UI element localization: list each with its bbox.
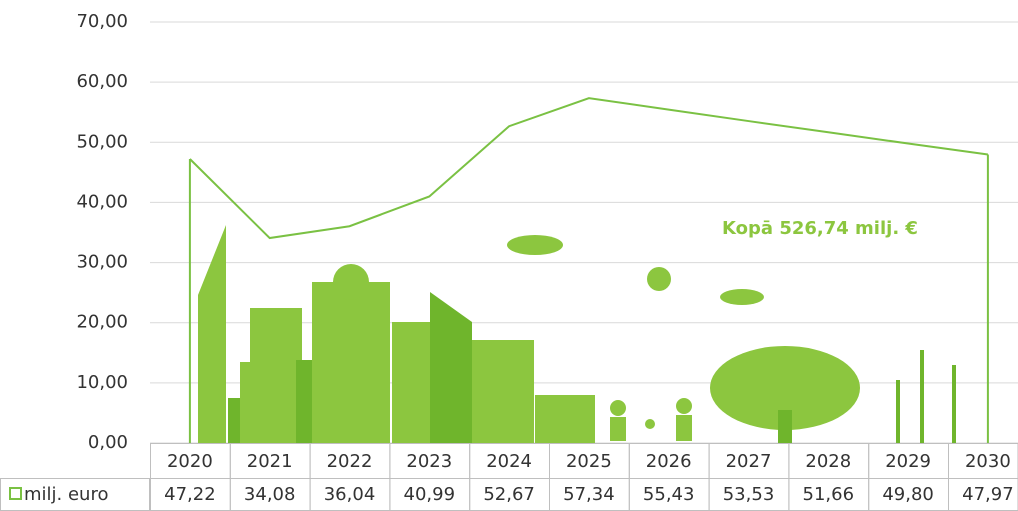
annotation: Kopā 526,74 milj. € xyxy=(722,218,918,239)
data-label: 40,99 xyxy=(404,484,456,505)
x-tick-label: 2027 xyxy=(726,451,772,472)
y-tick-label: 70,00 xyxy=(76,11,128,32)
data-label: 52,67 xyxy=(483,484,535,505)
y-tick-label: 10,00 xyxy=(76,372,128,393)
y-tick-label: 30,00 xyxy=(76,252,128,273)
x-tick-label: 2021 xyxy=(247,451,293,472)
x-tick-label: 2022 xyxy=(327,451,373,472)
x-tick-label: 2030 xyxy=(965,451,1011,472)
y-tick-label: 60,00 xyxy=(76,71,128,92)
illustration xyxy=(198,225,956,443)
x-tick-label: 2025 xyxy=(566,451,612,472)
x-tick-label: 2020 xyxy=(167,451,213,472)
y-tick-label: 20,00 xyxy=(76,312,128,333)
y-tick-label: 50,00 xyxy=(76,131,128,152)
data-label: 47,97 xyxy=(962,484,1014,505)
data-label: 49,80 xyxy=(882,484,934,505)
data-label: 51,66 xyxy=(803,484,855,505)
chart: Kopā 526,74 milj. € milj. euro 0,00 10,00… xyxy=(0,0,1018,511)
data-label: 34,08 xyxy=(244,484,296,505)
y-tick-label: 40,00 xyxy=(76,191,128,212)
legend-label: milj. euro xyxy=(24,484,108,505)
x-tick-label: 2024 xyxy=(486,451,532,472)
data-label: 53,53 xyxy=(723,484,775,505)
y-tick-label: 0,00 xyxy=(88,432,128,453)
data-label: 55,43 xyxy=(643,484,695,505)
data-label: 57,34 xyxy=(563,484,615,505)
x-tick-label: 2028 xyxy=(805,451,851,472)
legend-marker xyxy=(10,488,21,499)
data-label: 47,22 xyxy=(164,484,216,505)
x-tick-label: 2029 xyxy=(885,451,931,472)
x-tick-label: 2026 xyxy=(646,451,692,472)
x-tick-label: 2023 xyxy=(406,451,452,472)
data-label: 36,04 xyxy=(324,484,376,505)
